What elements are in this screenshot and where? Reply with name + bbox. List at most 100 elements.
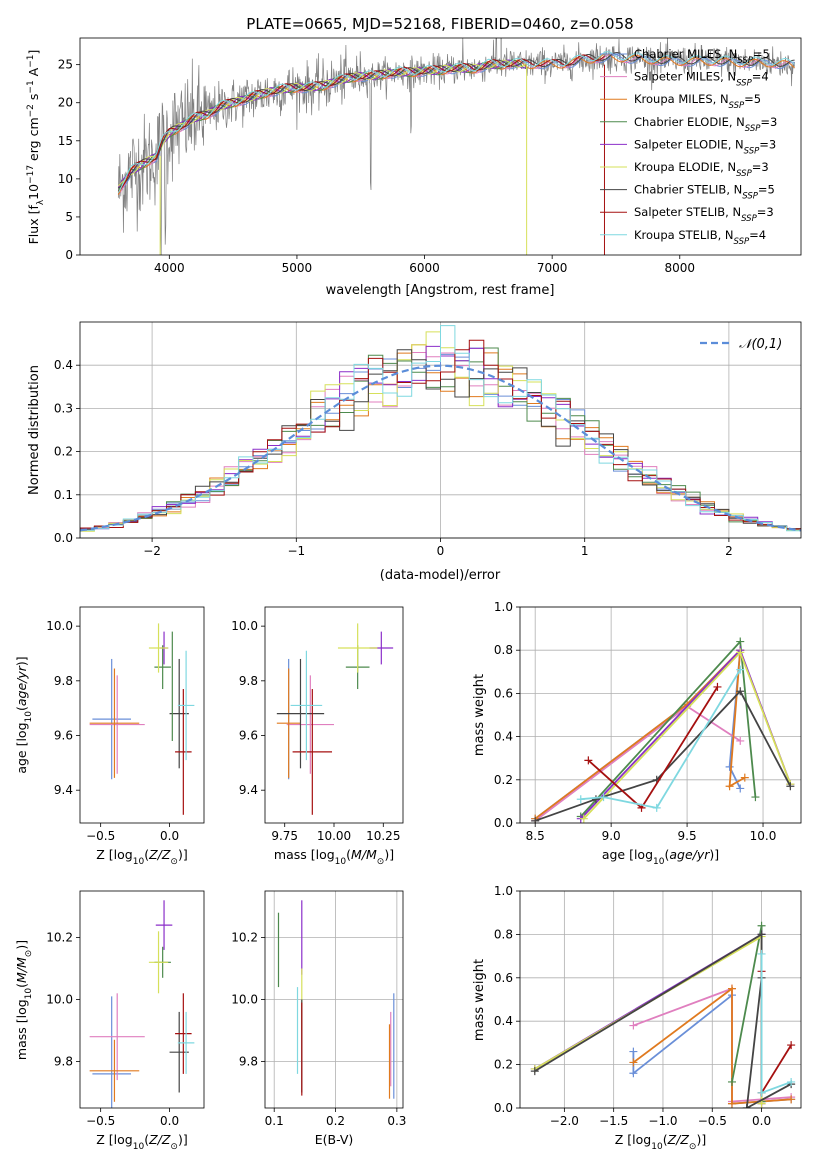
axes: 8.5 9.0 9.5 10.0 0.0 0.2 0.4 0.6 0.8 1.0 age [log1…: [472, 600, 802, 867]
y-tick-label: 0.0: [494, 816, 513, 830]
y-tick-label: 0.1: [54, 488, 73, 502]
y-tick-label: 0.0: [494, 1101, 513, 1115]
axes-frame: [79, 606, 205, 824]
model-spectrum-line: [117, 59, 527, 188]
x-axis-label: E(B-V): [315, 1132, 354, 1147]
data-point-marker: [736, 648, 745, 657]
y-tick-label: 10.0: [231, 619, 258, 633]
y-tick-label: 5: [65, 210, 73, 224]
x-tick-label: 6000: [409, 261, 440, 275]
data-point-marker: [599, 793, 608, 802]
y-tick-label: 1.0: [494, 600, 513, 614]
data-point-marker: [652, 803, 661, 812]
normal-curve: [80, 364, 801, 532]
x-tick-label: 8.5: [526, 829, 545, 843]
data-point-marker: [757, 949, 766, 958]
x-tick-label: −1: [287, 544, 305, 558]
y-axis-label: mass weight: [472, 959, 487, 1041]
y-tick-label: 15: [58, 134, 73, 148]
y-tick-label: 0: [65, 248, 73, 262]
axes: 0.1 0.2 0.3 9.8 10.0 10.2 E(B-V): [231, 890, 406, 1147]
y-tick-label: 0.3: [54, 401, 73, 415]
y-axis-label: age [log10(age/yr)]: [14, 656, 34, 773]
plot-area: [530, 921, 796, 1108]
data-point-marker: [757, 1088, 766, 1097]
data-point-marker: [576, 795, 585, 804]
y-tick-label: 0.6: [494, 971, 513, 985]
x-tick-label: 9.0: [602, 829, 621, 843]
legend-label: Salpeter ELODIE, NSSP=3: [634, 137, 776, 156]
data-point-marker: [629, 1058, 638, 1067]
data-point-marker: [629, 1021, 638, 1030]
legend-label: Chabrier MILES, NSSP=5: [634, 47, 770, 66]
y-tick-label: 0.8: [494, 643, 513, 657]
y-tick-label: 9.8: [54, 674, 73, 688]
data-point-marker: [713, 682, 722, 691]
axes: 4000 5000 6000 7000 8000 0 5 10 15 20 25 Chabrier M…: [26, 37, 802, 298]
x-tick-label: 0.0: [160, 829, 179, 843]
data-point-marker: [787, 1095, 796, 1104]
mass-weight-line: [580, 669, 741, 809]
data-point-marker: [629, 1069, 638, 1078]
data-point-marker: [742, 1104, 751, 1108]
spectrum-legend: Chabrier MILES, NSSP=5 Salpeter MILES, NS…: [600, 47, 777, 247]
x-axis-label: age [log10(age/yr)]: [602, 847, 719, 867]
model-spectrum-line: [117, 54, 605, 192]
data-point-marker: [736, 637, 745, 646]
data-point-marker: [579, 814, 588, 823]
data-point-marker: [736, 665, 745, 674]
data-point-marker: [736, 784, 745, 793]
axes-frame: [519, 606, 802, 824]
plot-area: [276, 623, 394, 815]
mass-weight-line: [760, 971, 792, 1096]
axes: 9.75 10.00 10.25 9.4 9.6 9.8 10.0 mass [log10(M…: [231, 606, 404, 867]
axes-frame: [264, 890, 404, 1109]
y-tick-label: 0.4: [494, 1014, 513, 1028]
plot-area: [531, 637, 795, 823]
y-tick-label: 0.8: [494, 927, 513, 941]
data-point-marker: [751, 793, 760, 802]
x-tick-label: 0.2: [326, 1114, 345, 1128]
x-tick-label: 0.3: [387, 1114, 406, 1128]
legend-label: 𝒩(0,1): [739, 337, 782, 352]
axes: −0.5 0.0 9.8 10.0 10.2 Z [log10(Z/Z⊙)] mass [l…: [14, 890, 205, 1152]
legend-label: Salpeter MILES, NSSP=4: [634, 70, 769, 89]
data-point-marker: [787, 1041, 796, 1050]
x-tick-label: 8000: [664, 261, 695, 275]
y-tick-label: 0.2: [494, 773, 513, 787]
x-tick-label: 10.0: [750, 829, 777, 843]
data-point-marker: [725, 762, 734, 771]
x-tick-label: 7000: [537, 261, 568, 275]
y-tick-label: 9.8: [239, 674, 258, 688]
x-axis-label: wavelength [Angstrom, rest frame]: [326, 283, 555, 298]
plot-area: [89, 623, 195, 815]
x-tick-label: −0.5: [86, 829, 115, 843]
data-point-marker: [727, 984, 736, 993]
y-axis-label: Flux [fλ10−17 erg cm−2 s−1 A−1]: [26, 50, 46, 245]
x-axis-label: (data-model)/error: [380, 568, 501, 583]
y-axis-label: mass [log10(M/M⊙)]: [14, 940, 34, 1060]
data-point-marker: [531, 816, 540, 823]
axes-frame: [79, 321, 802, 539]
x-tick-label: 10.25: [366, 829, 400, 843]
data-point-marker: [725, 782, 734, 791]
axes-frame: [264, 606, 404, 824]
legend-label: Chabrier ELODIE, NSSP=3: [634, 115, 777, 134]
x-tick-label: 0.1: [265, 1114, 284, 1128]
x-tick-label: −0.5: [698, 1114, 727, 1128]
x-tick-label: 9.5: [678, 829, 697, 843]
x-tick-label: 9.75: [271, 829, 298, 843]
y-tick-label: 10: [58, 172, 73, 186]
legend-label: Kroupa STELIB, NSSP=4: [634, 228, 766, 247]
data-point-marker: [591, 795, 600, 804]
x-tick-label: 1: [581, 544, 589, 558]
legend-label: Chabrier STELIB, NSSP=5: [634, 183, 775, 202]
y-tick-label: 10.0: [231, 993, 258, 1007]
figure-title: PLATE=0665, MJD=52168, FIBERID=0460, z=0…: [246, 15, 633, 33]
y-tick-label: 9.8: [54, 1055, 73, 1069]
x-tick-label: −1.5: [599, 1114, 628, 1128]
model-spectrum-line: [118, 51, 795, 189]
y-tick-label: 0.0: [54, 531, 73, 545]
plot-area: [277, 900, 395, 1099]
